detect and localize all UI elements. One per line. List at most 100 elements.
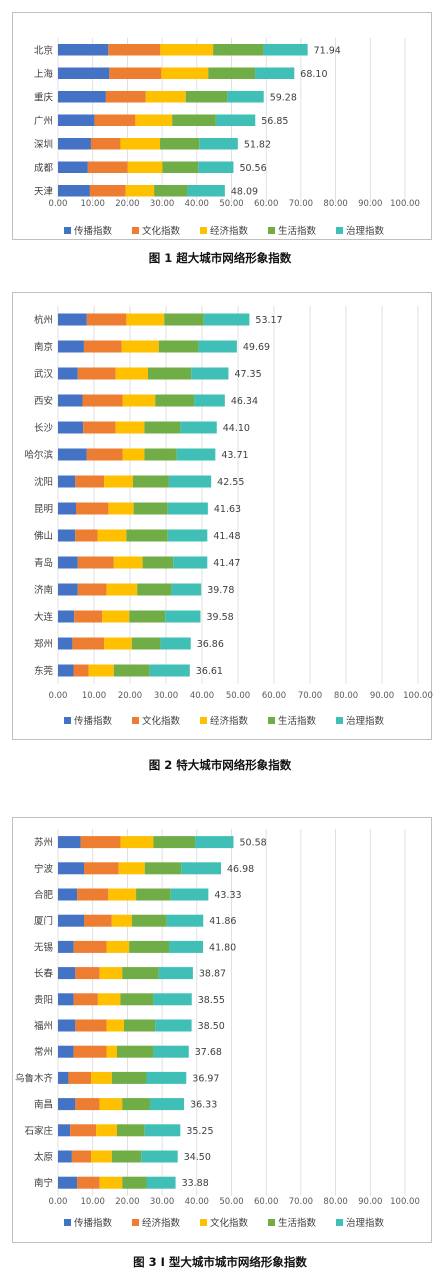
legend-label: 经济指数 xyxy=(142,1217,181,1229)
x-tick-label: 70.00 xyxy=(289,1197,313,1207)
bar-segment xyxy=(116,1045,154,1058)
bar-segment xyxy=(122,1176,147,1189)
total-value-label: 51.82 xyxy=(244,139,271,150)
total-value-label: 59.28 xyxy=(270,92,297,103)
bar-segment xyxy=(87,161,128,173)
bar-segment xyxy=(75,475,105,488)
x-tick-label: 60.00 xyxy=(254,1197,278,1207)
x-tick-label: 40.00 xyxy=(185,199,209,209)
bar-segment xyxy=(161,67,209,79)
bar-segment xyxy=(89,185,126,197)
legend-label: 文化指数 xyxy=(210,1217,249,1229)
bar-segment xyxy=(165,610,201,623)
legend-label: 传播指数 xyxy=(74,1217,113,1229)
bar-segment xyxy=(102,610,130,623)
x-tick-label: 10.00 xyxy=(82,691,106,701)
figure-caption-2: 图 2 特大城市网络形象指数 xyxy=(148,758,292,772)
bar-segment xyxy=(77,1176,100,1189)
chart-1-svg: 0.00 10.00 20.00 30.00 40.00 50.00 60.00 70.00 8… xyxy=(12,12,432,240)
bar-segment xyxy=(58,637,73,650)
total-value-label: 49.69 xyxy=(243,342,270,353)
x-tick-label: 10.00 xyxy=(81,199,105,209)
bar-segment xyxy=(58,993,74,1006)
bar-segment xyxy=(137,583,172,596)
x-tick-label: 80.00 xyxy=(334,691,358,701)
bar-segment xyxy=(77,888,109,901)
category-label: 南宁 xyxy=(34,1177,53,1189)
bar-segment xyxy=(187,185,225,197)
bar-segment xyxy=(131,914,167,927)
x-tick-label: 90.00 xyxy=(370,691,394,701)
bar-segment xyxy=(155,394,195,407)
bar-segment xyxy=(77,367,116,380)
legend-label: 生活指数 xyxy=(278,225,317,237)
bar-segment xyxy=(96,1124,117,1137)
bar-segment xyxy=(122,1098,150,1111)
bar-segment xyxy=(58,502,76,515)
total-value-label: 38.87 xyxy=(199,969,226,980)
bar-segment xyxy=(58,421,84,434)
category-label: 昆明 xyxy=(34,504,53,515)
bar-segment xyxy=(83,421,116,434)
category-label: 合肥 xyxy=(34,889,54,901)
bar-segment xyxy=(58,313,87,326)
bar-segment xyxy=(166,914,204,927)
bar-segment xyxy=(135,114,173,126)
bar-segment xyxy=(141,1150,178,1163)
category-label: 南京 xyxy=(34,341,53,353)
x-tick-label: 20.00 xyxy=(118,691,142,701)
bar-segment xyxy=(136,888,171,901)
legend-label: 文化指数 xyxy=(142,225,181,237)
category-label: 广州 xyxy=(34,115,53,127)
bar-segment xyxy=(75,1098,100,1111)
bar-segment xyxy=(109,67,162,79)
bar-segment xyxy=(58,610,75,623)
bar-segment xyxy=(198,340,237,353)
total-value-label: 48.09 xyxy=(231,186,258,197)
x-tick-label: 60.00 xyxy=(254,199,278,209)
category-label: 长沙 xyxy=(34,422,54,434)
category-label: 深圳 xyxy=(34,139,53,150)
bar-segment xyxy=(99,1098,123,1111)
bar-segment xyxy=(106,940,130,953)
bar-segment xyxy=(86,448,123,461)
bar-segment xyxy=(58,1019,76,1032)
bar-segment xyxy=(158,967,193,980)
category-label: 石家庄 xyxy=(24,1125,53,1137)
x-tick-label: 100.00 xyxy=(390,199,420,209)
legend-swatch xyxy=(200,227,207,234)
category-label: 杭州 xyxy=(34,314,53,326)
bar-segment xyxy=(58,448,87,461)
legend-label: 治理指数 xyxy=(346,225,385,237)
total-value-label: 39.58 xyxy=(206,612,233,623)
bar-segment xyxy=(145,91,186,103)
chart-3-svg: 0.00 10.00 20.00 30.00 40.00 50.00 60.00 70.00 8… xyxy=(12,817,432,1243)
bar-segment xyxy=(58,1150,72,1163)
category-label: 常州 xyxy=(34,1046,53,1058)
total-value-label: 33.88 xyxy=(182,1178,209,1189)
x-tick-label: 10.00 xyxy=(81,1197,105,1207)
bar-segment xyxy=(132,475,169,488)
category-label: 西安 xyxy=(34,395,53,407)
bar-segment xyxy=(173,556,208,569)
bar-segment xyxy=(108,44,161,56)
legend-swatch xyxy=(132,717,139,724)
legend-label: 生活指数 xyxy=(278,1217,317,1229)
total-value-label: 50.58 xyxy=(240,838,267,849)
bar-segment xyxy=(76,502,109,515)
x-tick-label: 90.00 xyxy=(358,1197,382,1207)
category-label: 太原 xyxy=(34,1151,53,1163)
bar-segment xyxy=(104,637,132,650)
bar-segment xyxy=(129,940,170,953)
bar-segment xyxy=(144,421,181,434)
bar-segment xyxy=(198,161,234,173)
bar-segment xyxy=(149,664,190,677)
bar-segment xyxy=(73,664,89,677)
bar-segment xyxy=(58,940,74,953)
total-value-label: 68.10 xyxy=(300,69,327,80)
bar-segment xyxy=(116,1124,145,1137)
bar-segment xyxy=(58,967,76,980)
legend-swatch xyxy=(336,227,343,234)
total-value-label: 36.61 xyxy=(196,666,223,677)
category-label: 济南 xyxy=(34,584,53,596)
